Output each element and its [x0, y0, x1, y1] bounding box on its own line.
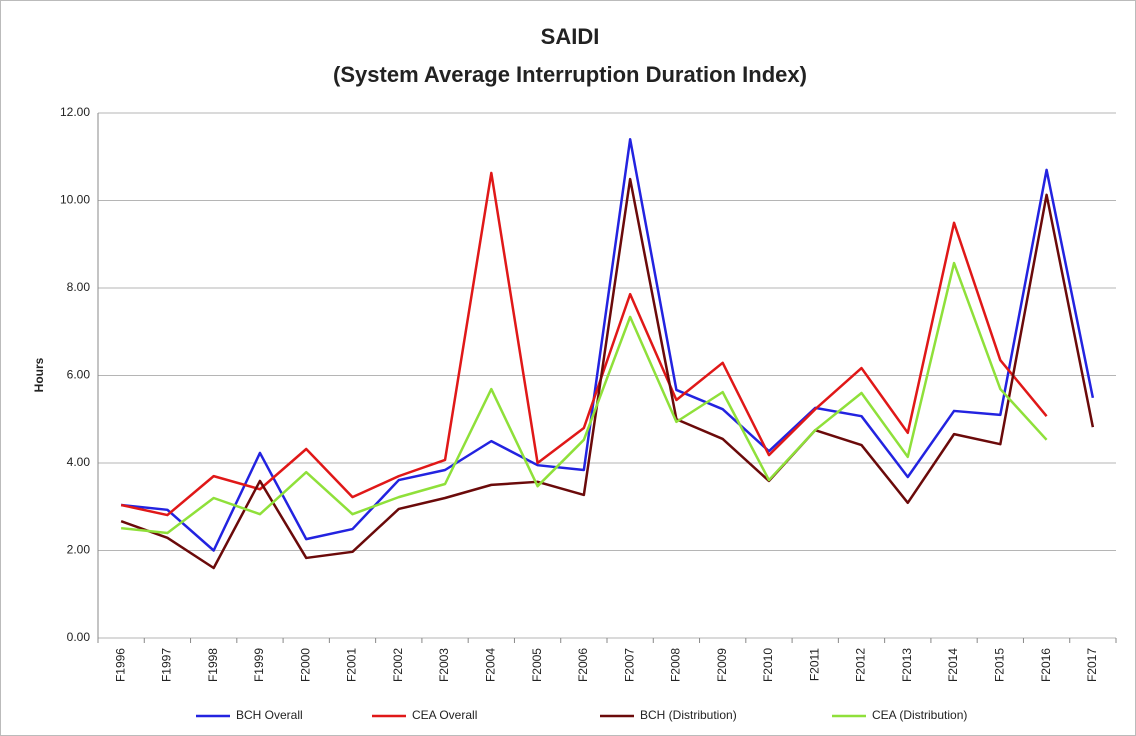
x-tick-label: F2001: [345, 648, 359, 682]
legend-label: CEA (Distribution): [872, 708, 967, 722]
legend-label: BCH (Distribution): [640, 708, 737, 722]
legend-label: BCH Overall: [236, 708, 303, 722]
x-tick-label: F2002: [391, 648, 405, 682]
chart-subtitle: (System Average Interruption Duration In…: [333, 62, 807, 87]
y-tick-label: 12.00: [60, 105, 90, 119]
x-tick-label: F1998: [206, 648, 220, 682]
y-tick-label: 6.00: [67, 368, 91, 382]
x-tick-label: F2017: [1085, 648, 1099, 682]
y-tick-label: 2.00: [67, 543, 91, 557]
legend-label: CEA Overall: [412, 708, 477, 722]
x-tick-label: F2013: [900, 648, 914, 682]
x-tick-label: F2007: [622, 648, 636, 682]
series-line: [120, 177, 1095, 570]
y-tick-label: 0.00: [67, 630, 91, 644]
x-tick-label: F2011: [807, 648, 821, 681]
series-line: [120, 171, 1048, 517]
x-tick-label: F2016: [1039, 648, 1053, 682]
x-tick-label: F2010: [761, 648, 775, 682]
x-tick-label: F2000: [298, 648, 312, 682]
x-tick-label: F1996: [113, 648, 127, 682]
series-line: [121, 138, 1095, 552]
x-tick-label: F2009: [715, 648, 729, 682]
y-tick-label: 4.00: [67, 455, 91, 469]
y-axis-label: Hours: [32, 357, 46, 392]
x-tick-label: F2015: [992, 648, 1006, 682]
chart-title: SAIDI: [541, 24, 600, 49]
x-tick-label: F2004: [483, 648, 497, 682]
y-tick-label: 8.00: [67, 280, 91, 294]
y-tick-label: 10.00: [60, 193, 90, 207]
x-tick-label: F2003: [437, 648, 451, 682]
x-tick-label: F2008: [669, 648, 683, 682]
x-tick-label: F2005: [530, 648, 544, 682]
x-tick-label: F1997: [160, 648, 174, 682]
x-tick-label: F2012: [854, 648, 868, 682]
x-tick-label: F1999: [252, 648, 266, 682]
x-tick-label: F2014: [946, 648, 960, 682]
x-tick-label: F2006: [576, 648, 590, 682]
series-line: [121, 261, 1048, 535]
